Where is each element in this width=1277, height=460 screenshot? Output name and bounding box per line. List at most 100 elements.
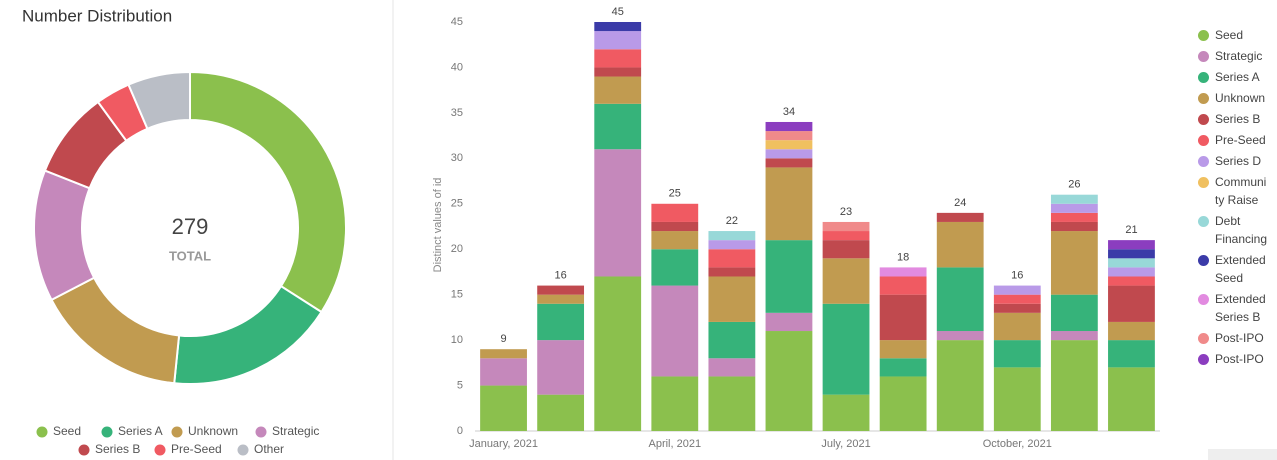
legend-item[interactable]: Community Raise (1198, 173, 1270, 209)
bar-segment (708, 231, 756, 241)
donut-total-label: TOTAL (169, 248, 211, 263)
legend-item[interactable]: Series A (1198, 68, 1270, 86)
bar-total: 16 (555, 269, 567, 281)
legend-swatch (78, 444, 90, 456)
bar-segment (765, 131, 813, 141)
legend-swatch (1198, 156, 1209, 167)
bar-segment (1050, 194, 1098, 204)
bar-segment (993, 367, 1041, 431)
legend-item[interactable]: Seed (1198, 26, 1270, 44)
legend-swatch (1198, 216, 1209, 227)
bar-segment (1050, 331, 1098, 341)
legend-label: Series B (1215, 112, 1261, 126)
legend-swatch (1198, 30, 1209, 41)
legend-swatch (1198, 93, 1209, 104)
bar-segment (651, 285, 699, 377)
legend-swatch (1198, 135, 1209, 146)
bar-segment (651, 203, 699, 222)
y-tick-label: 45 (451, 16, 463, 28)
legend-label: Unknown (1215, 91, 1266, 105)
bar-segment (651, 249, 699, 286)
donut-title: Number Distribution (22, 6, 172, 25)
legend-label: Series D (1215, 154, 1262, 168)
bar-segment (1108, 367, 1155, 431)
y-tick-label: 30 (451, 152, 463, 164)
legend-swatch (1198, 72, 1209, 83)
scrollbar[interactable] (1208, 449, 1277, 460)
bar-segment (708, 240, 756, 250)
bar-segment (879, 276, 927, 295)
bar-segment (537, 340, 585, 395)
legend-item[interactable]: Post-IPO (1198, 350, 1270, 368)
bar-segment (594, 76, 642, 104)
legend-swatch (1198, 294, 1209, 305)
bar-segment (879, 340, 927, 359)
bar-total: 18 (897, 251, 909, 263)
legend-item[interactable]: Series D (1198, 152, 1270, 170)
bar-total: 45 (612, 6, 624, 18)
legend-label: Strategic (1215, 49, 1263, 63)
legend-swatch (255, 426, 267, 438)
bar-segment (651, 221, 699, 232)
legend-item[interactable]: Series B (1198, 110, 1270, 128)
y-tick-label: 0 (457, 425, 463, 437)
bar-total: 22 (726, 215, 738, 227)
bar-segment (1050, 212, 1098, 222)
bar-segment (879, 294, 927, 341)
y-tick-label: 20 (451, 243, 463, 255)
legend-label: Seed (1215, 28, 1244, 42)
bar-segment (480, 385, 527, 431)
bar-segment (537, 285, 585, 295)
legend-item[interactable]: Debt Financing (1198, 212, 1270, 248)
bar-segment (993, 303, 1041, 313)
bar-segment (594, 103, 642, 150)
y-tick-label: 10 (451, 334, 463, 346)
bar-segment (708, 321, 756, 359)
legend-label: Pre-Seed (1215, 133, 1266, 147)
legend-swatch (1198, 333, 1209, 344)
legend-label: Post-IPO (1215, 352, 1264, 366)
bar-segment (537, 294, 585, 304)
bar-segment (708, 358, 756, 377)
donut-total: 279 (172, 214, 209, 239)
bar-segment (765, 167, 813, 241)
legend-label: Series A (118, 424, 163, 438)
bar-segment (936, 221, 984, 268)
bar-segment (594, 276, 642, 431)
bar-segment (594, 149, 642, 277)
bar-segment (1108, 285, 1155, 322)
bar-segment (1108, 340, 1155, 368)
legend-item[interactable]: Extended Series B (1198, 290, 1270, 326)
bar-segment (879, 376, 927, 431)
bar-segment (480, 358, 527, 386)
bar-total: 9 (500, 333, 506, 345)
bar-segment (594, 22, 642, 32)
y-tick-label: 40 (451, 61, 463, 73)
bar-segment (822, 231, 870, 241)
legend-item[interactable]: Unknown (1198, 89, 1270, 107)
bar-segment (822, 394, 870, 431)
bar-segment (1108, 258, 1155, 268)
legend-item[interactable]: Post-IPO (1198, 329, 1270, 347)
bar-total: 23 (840, 206, 852, 218)
bar-segment (1050, 340, 1098, 431)
bar-segment (936, 212, 984, 222)
bar-segment (765, 331, 813, 431)
bar-segment (1108, 321, 1155, 341)
legend-item[interactable]: Extended Seed (1198, 251, 1270, 287)
x-tick-label: April, 2021 (648, 438, 701, 450)
x-tick-label: January, 2021 (469, 438, 538, 450)
legend-label: Other (254, 442, 284, 456)
legend-label: Series A (1215, 70, 1260, 84)
y-tick-label: 15 (451, 289, 463, 301)
bar-segment (822, 303, 870, 395)
legend-item[interactable]: Pre-Seed (1198, 131, 1270, 149)
bar-legend: Seed Strategic Series A Unknown Series B Pre-… (1198, 26, 1270, 446)
y-tick-label: 5 (457, 379, 463, 391)
bar-total: 21 (1125, 224, 1137, 236)
bar-segment (936, 331, 984, 341)
legend-item[interactable]: Strategic (1198, 47, 1270, 65)
legend-swatch (1198, 51, 1209, 62)
